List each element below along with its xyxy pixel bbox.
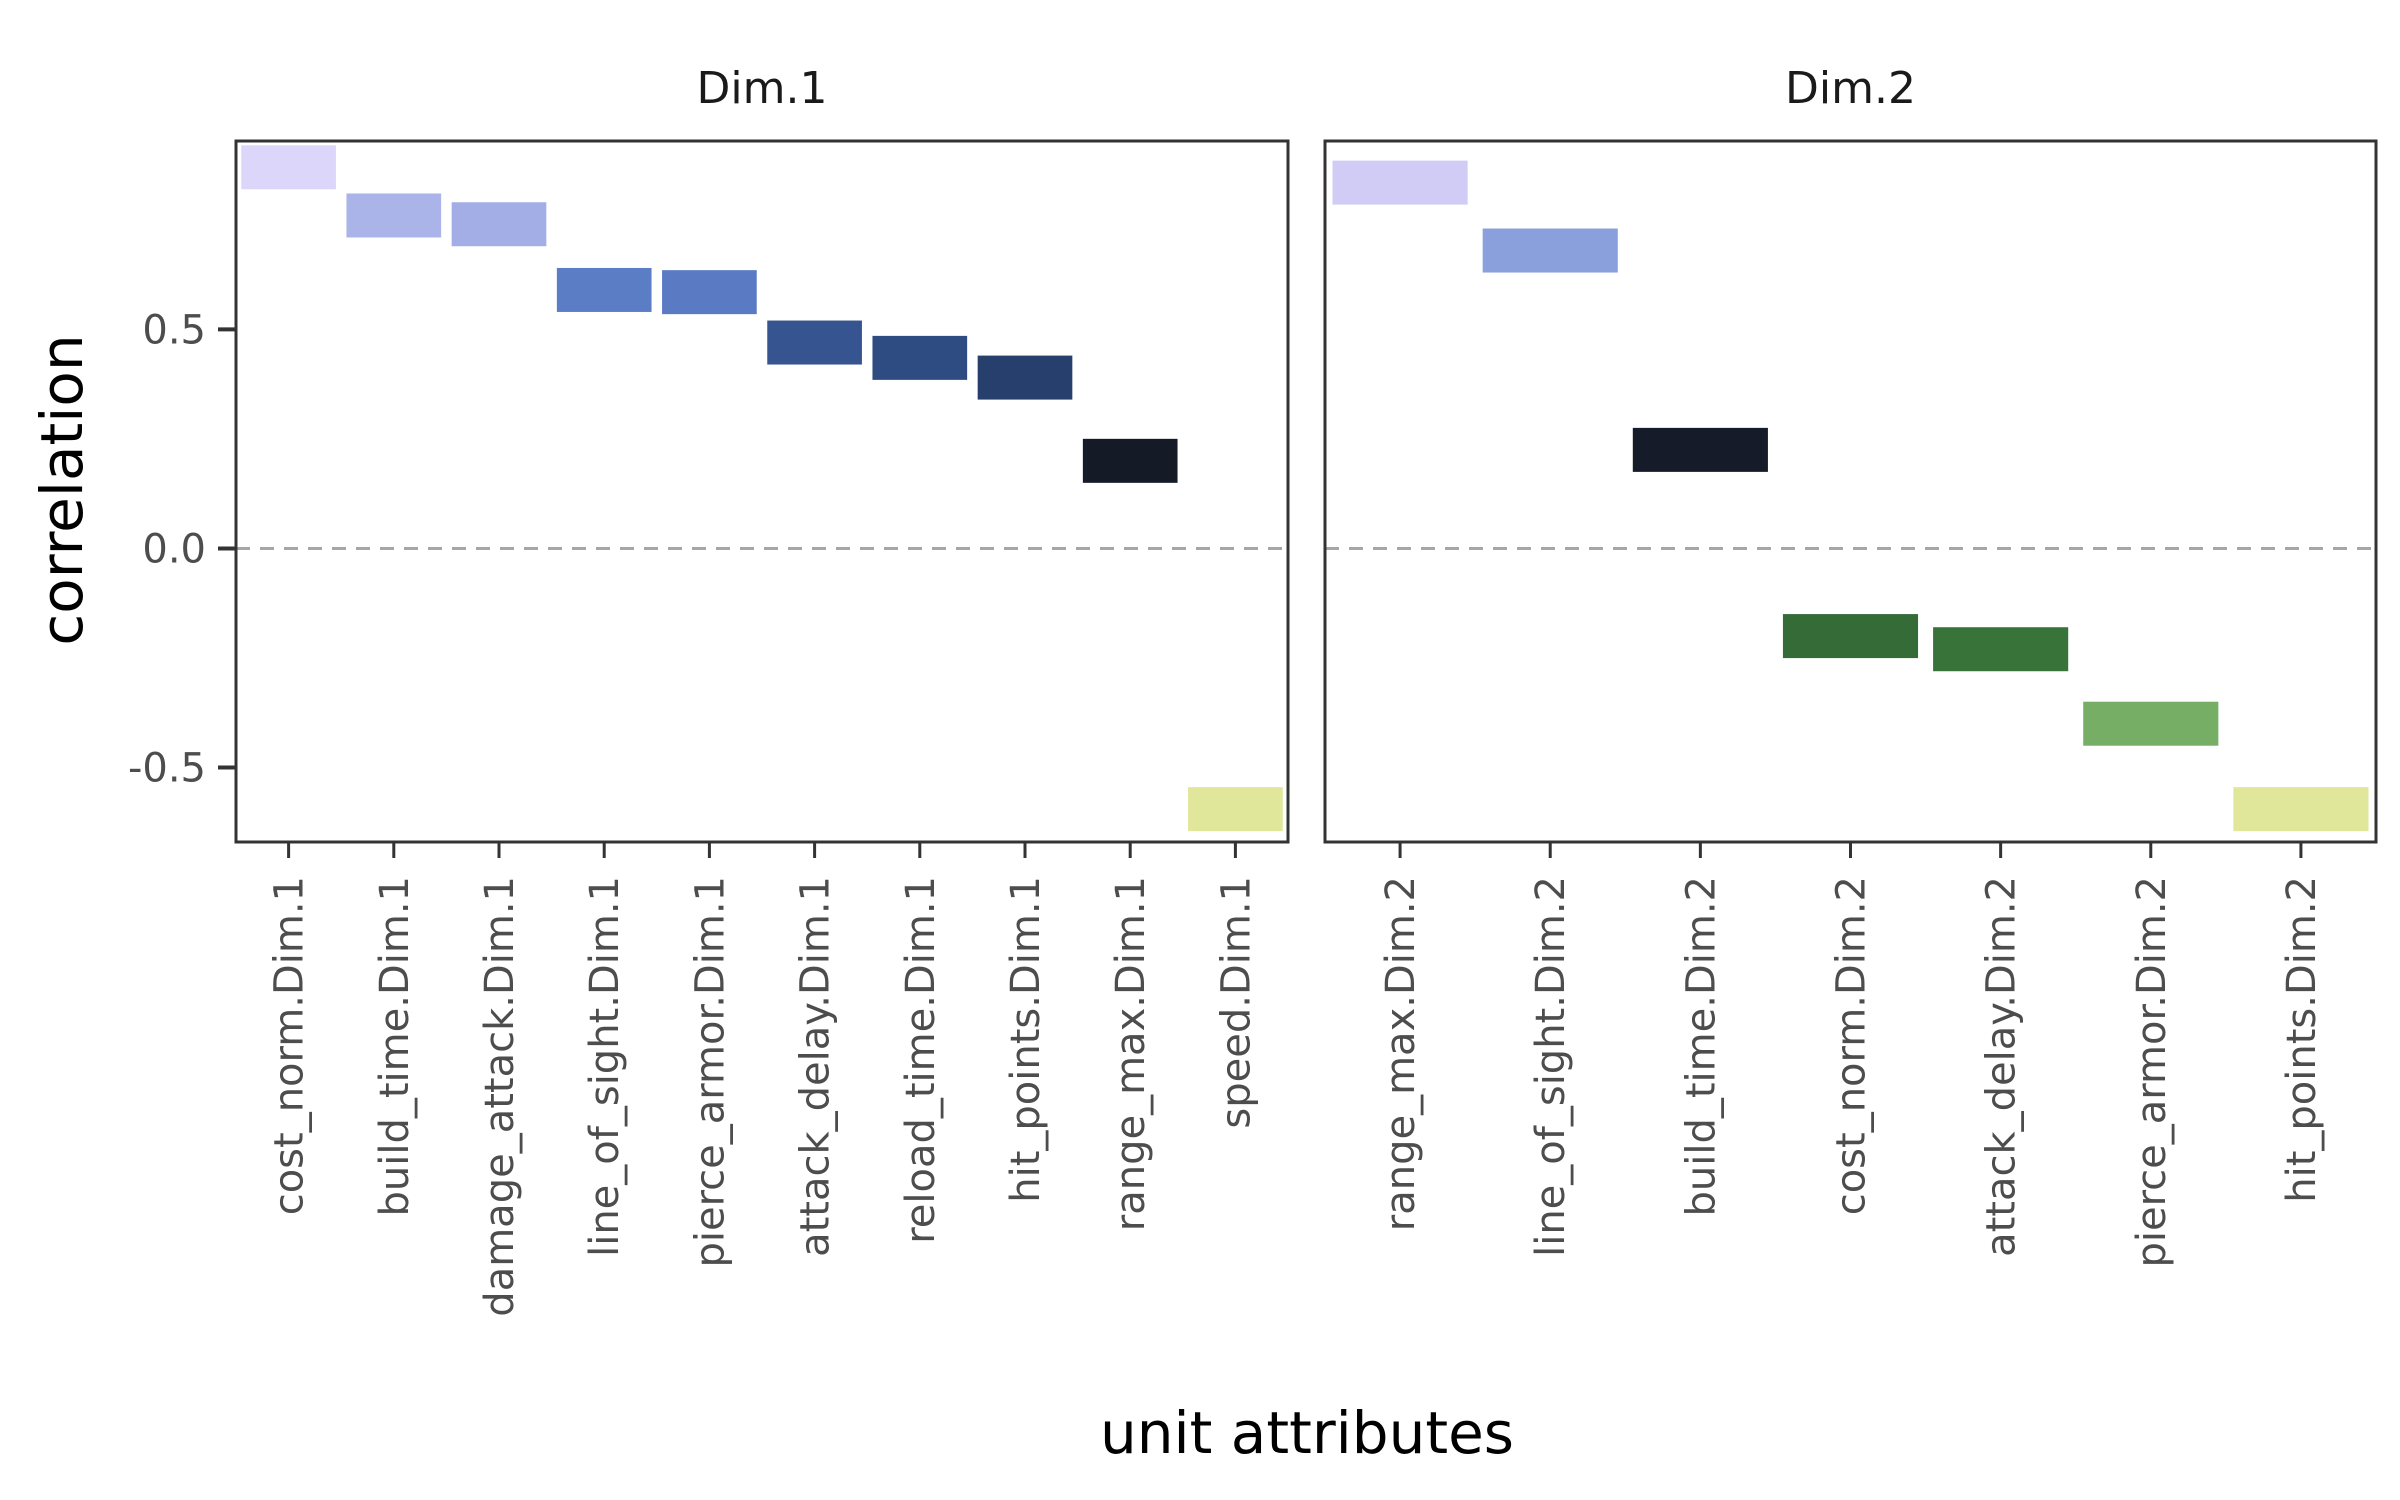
category-label: cost_norm.Dim.1: [267, 876, 313, 1215]
category-label: pierce_armor.Dim.1: [687, 876, 733, 1268]
y-tick-label: 0.0: [142, 526, 206, 572]
bar-speed.Dim.1: [1188, 787, 1283, 832]
bar-attack_delay.Dim.1: [767, 320, 862, 365]
y-tick-label: 0.5: [142, 307, 206, 353]
x-axis-title: unit attributes: [1100, 1399, 1514, 1467]
category-label: pierce_armor.Dim.2: [2129, 876, 2175, 1268]
bar-range_max.Dim.2: [1332, 160, 1468, 205]
panel-border: [234, 139, 1290, 844]
y-tick-label: -0.5: [128, 746, 206, 792]
panels-layer: Dim.1 cost_norm.Dim.1 build_time.Dim.1 dama…: [234, 63, 2378, 1317]
category-label: attack_delay.Dim.2: [1979, 876, 2025, 1257]
bar-hit_points.Dim.1: [977, 355, 1073, 400]
bar-cost_norm.Dim.1: [241, 145, 336, 190]
bar-line_of_sight.Dim.1: [556, 267, 652, 312]
bar-build_time.Dim.1: [346, 193, 442, 238]
panel-1: Dim.2 range_max.Dim.2 line_of_sight.Dim.2 b…: [1323, 63, 2378, 1268]
bar-attack_delay.Dim.2: [1933, 627, 2069, 672]
panel-strip-label: Dim.2: [1785, 63, 1916, 114]
bar-damage_attack.Dim.1: [451, 202, 547, 247]
category-label: range_max.Dim.2: [1378, 876, 1424, 1231]
y-axis-title: correlation: [28, 334, 96, 645]
bar-pierce_armor.Dim.2: [2083, 701, 2219, 746]
category-label: reload_time.Dim.1: [898, 876, 944, 1244]
category-label: line_of_sight.Dim.1: [582, 876, 628, 1257]
panel-border: [1323, 139, 2378, 844]
category-label: damage_attack.Dim.1: [477, 876, 523, 1317]
bar-line_of_sight.Dim.2: [1482, 228, 1618, 273]
panel-0: Dim.1 cost_norm.Dim.1 build_time.Dim.1 dama…: [234, 63, 1290, 1317]
bar-hit_points.Dim.2: [2233, 787, 2369, 832]
category-label: line_of_sight.Dim.2: [1528, 876, 1574, 1257]
category-label: range_max.Dim.1: [1108, 876, 1154, 1231]
bar-range_max.Dim.1: [1082, 438, 1178, 483]
category-label: attack_delay.Dim.1: [793, 876, 839, 1257]
category-label: build_time.Dim.1: [372, 876, 418, 1217]
bar-reload_time.Dim.1: [872, 335, 968, 380]
bar-build_time.Dim.2: [1632, 427, 1768, 472]
y-axis: 0.5 0.0 -0.5: [128, 307, 236, 792]
category-label: hit_points.Dim.2: [2279, 876, 2325, 1203]
bar-cost_norm.Dim.2: [1782, 614, 1919, 659]
category-label: hit_points.Dim.1: [1003, 876, 1049, 1203]
category-label: cost_norm.Dim.2: [1829, 876, 1875, 1215]
category-label: build_time.Dim.2: [1678, 876, 1724, 1217]
category-label: speed.Dim.1: [1213, 876, 1259, 1129]
panel-strip-label: Dim.1: [697, 63, 828, 114]
bar-pierce_armor.Dim.1: [662, 270, 757, 315]
